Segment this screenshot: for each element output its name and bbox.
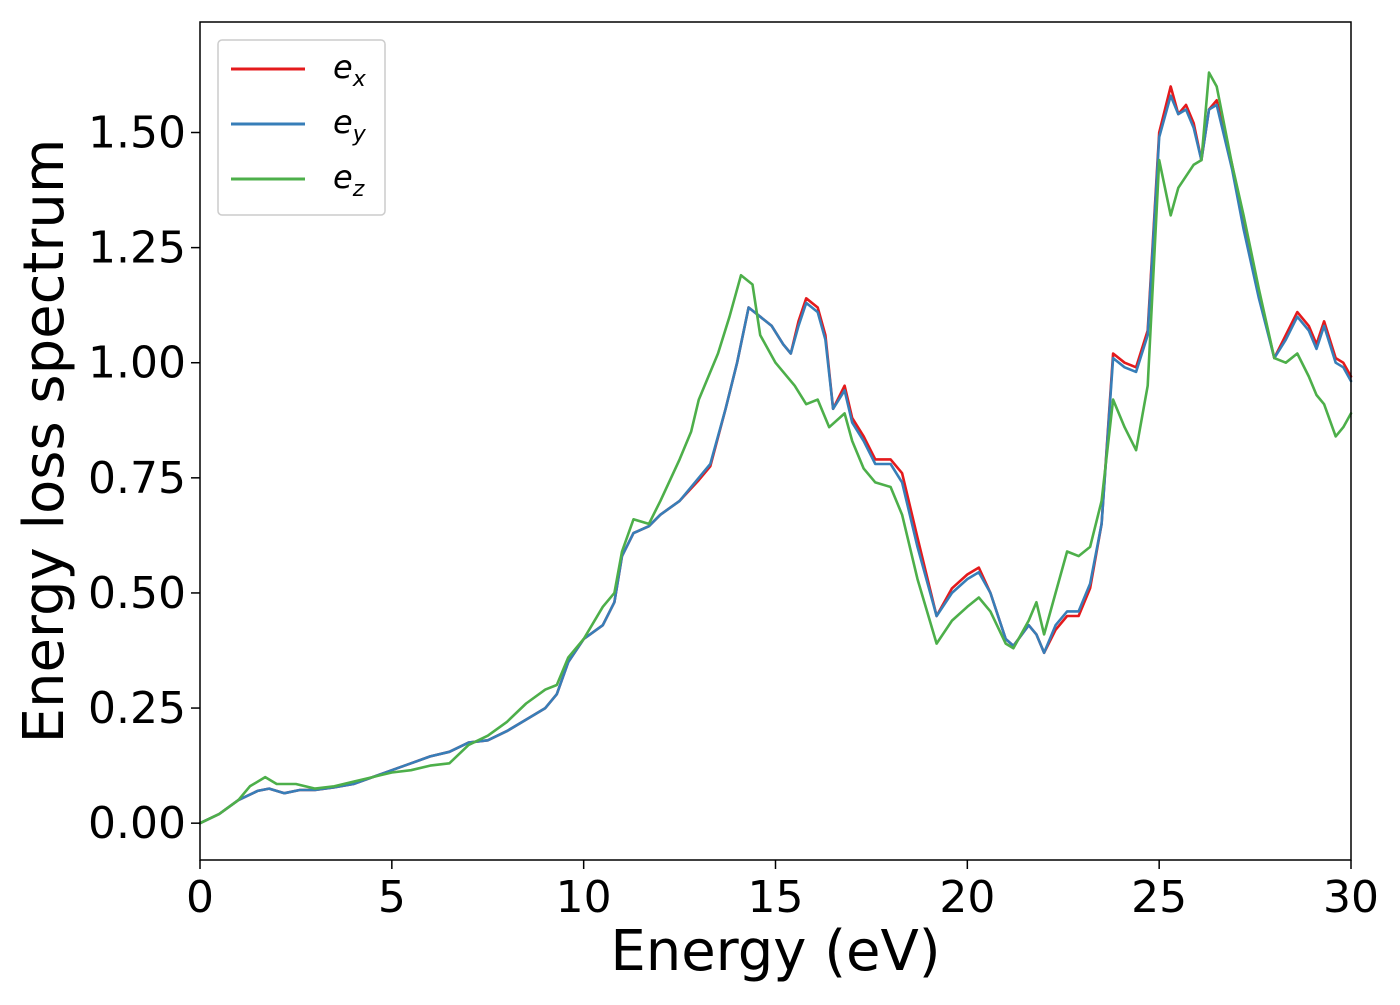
x-tick-label: 25 xyxy=(1131,872,1187,923)
y-tick-label: 0.00 xyxy=(88,798,186,849)
legend-label-subscript: x xyxy=(352,67,367,92)
y-axis-ticks: 0.00 0.25 0.50 0.75 1.00 1.25 1.50 xyxy=(88,108,200,849)
y-tick-label: 0.50 xyxy=(88,568,186,619)
legend-label-base: e xyxy=(333,158,353,196)
legend-label-y: ey xyxy=(333,103,367,147)
legend-label-base: e xyxy=(333,103,353,141)
legend-label-subscript: y xyxy=(352,122,367,147)
y-tick-label: 0.25 xyxy=(88,683,186,734)
series-line-y xyxy=(198,94,1353,825)
legend-box xyxy=(217,39,386,216)
x-axis-title: Energy (eV) xyxy=(610,919,940,984)
x-tick-label: 30 xyxy=(1323,872,1379,923)
y-tick-label: 1.50 xyxy=(88,108,186,159)
legend-label-subscript: z xyxy=(352,177,365,202)
legend-label-x: ex xyxy=(333,48,367,92)
y-tick-label: 1.25 xyxy=(88,223,186,274)
x-axis-ticks: 0 5 10 15 20 25 30 xyxy=(186,860,1379,923)
y-tick-label: 0.75 xyxy=(88,453,186,504)
x-tick-label: 15 xyxy=(748,872,804,923)
x-tick-label: 5 xyxy=(378,872,406,923)
y-axis-title: Energy loss spectrum xyxy=(12,139,77,744)
legend-label-base: e xyxy=(333,48,353,86)
x-tick-label: 0 xyxy=(186,872,214,923)
x-tick-label: 20 xyxy=(939,872,995,923)
legend-label-z: ez xyxy=(333,158,365,202)
series-layer xyxy=(198,71,1353,825)
y-tick-label: 1.00 xyxy=(88,338,186,389)
x-tick-label: 10 xyxy=(556,872,612,923)
series-line-z xyxy=(198,71,1353,825)
